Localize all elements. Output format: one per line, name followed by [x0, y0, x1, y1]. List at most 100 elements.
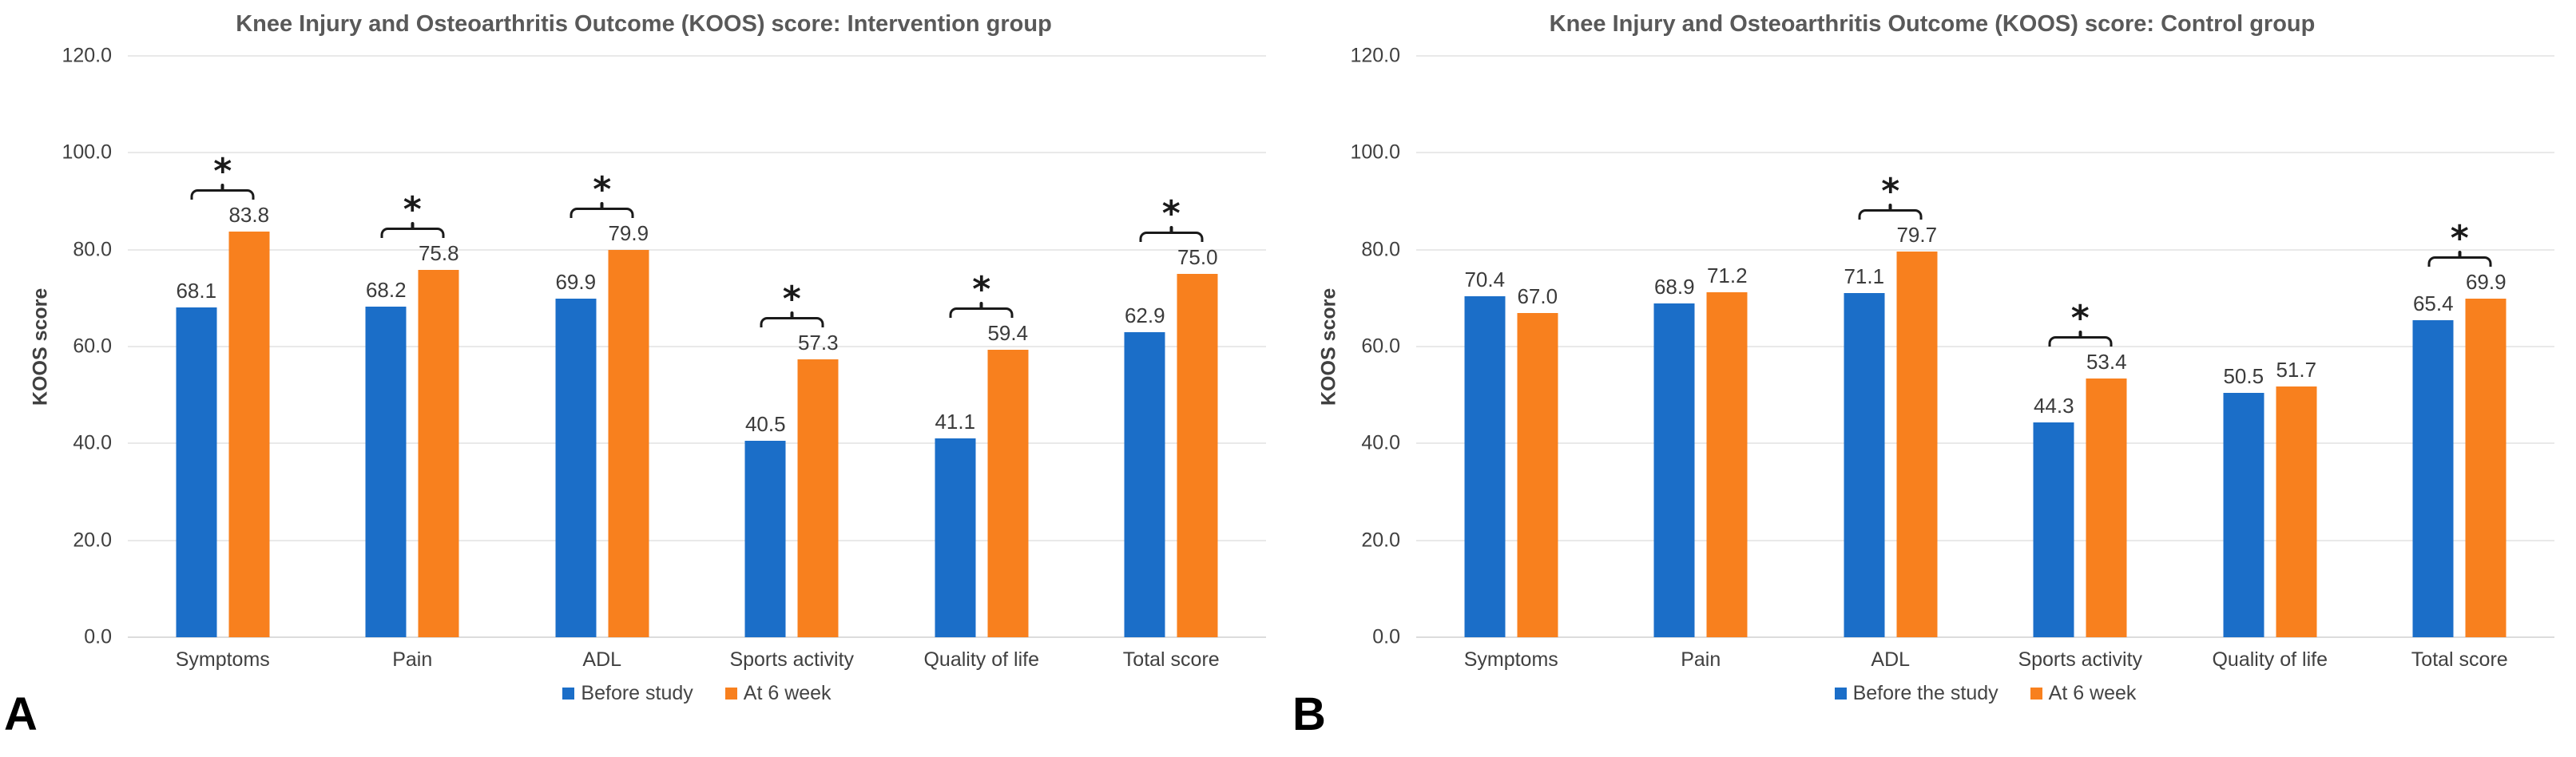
- gridline: [1416, 152, 2554, 154]
- bar-value-label: 83.8: [228, 202, 270, 227]
- bar-at-6-week: [2276, 386, 2317, 637]
- legend-color-swatch: [562, 688, 575, 700]
- bar-value-label: 71.2: [1706, 264, 1748, 288]
- bar-at-6-week: [418, 270, 459, 637]
- y-tick-label: 20.0: [1361, 529, 1400, 552]
- gridline: [128, 55, 1266, 57]
- bar-value-label: 50.5: [2223, 363, 2264, 388]
- x-category-label: Sports activity: [729, 648, 855, 671]
- x-category-label: Total score: [2411, 648, 2508, 671]
- bar-pair: 62.9 75.0 *: [1124, 56, 1218, 637]
- bar-before: [1653, 303, 1695, 637]
- gridline: [128, 248, 1266, 251]
- legend-item: Before study: [562, 682, 693, 705]
- bar-before: [176, 307, 217, 637]
- y-tick-label: 20.0: [73, 529, 112, 552]
- bar-pair: 69.9 79.9 *: [555, 56, 649, 637]
- bar-at-6-week: [987, 349, 1029, 637]
- bar-pair: 44.3 53.4 *: [2033, 56, 2127, 637]
- significance-asterisk: *: [593, 169, 612, 211]
- y-axis-tick-labels: 0.0 20.0 40.0 60.0 80.0 100.0 120.0: [0, 45, 118, 648]
- significance-brace-nub: [411, 222, 415, 231]
- bar-before: [744, 441, 786, 637]
- bar-pair: 50.5 51.7: [2223, 56, 2317, 637]
- category-group: 50.5 51.7: [2175, 56, 2365, 637]
- bar-value-label: 68.2: [365, 278, 407, 303]
- bar-at-6-week: [228, 231, 270, 637]
- bar-value-label: 71.1: [1844, 264, 1885, 288]
- bar-value-label: 69.9: [555, 269, 597, 294]
- category-group: 68.9 71.2: [1606, 56, 1796, 637]
- significance-brace: [380, 222, 445, 239]
- category-group: 40.5 57.3 *: [697, 56, 887, 637]
- significance-annotation: *: [949, 271, 1014, 318]
- bar-pair: 70.4 67.0: [1464, 56, 1558, 637]
- significance-asterisk: *: [2070, 298, 2090, 339]
- legend-color-swatch: [724, 688, 737, 700]
- y-tick-label: 40.0: [1361, 431, 1400, 454]
- significance-annotation: *: [380, 189, 445, 239]
- y-tick-label: 80.0: [73, 238, 112, 261]
- legend-item: Before the study: [1834, 682, 1998, 705]
- gridline: [128, 636, 1266, 638]
- category-group: 41.1 59.4 *: [887, 56, 1077, 637]
- panel-letter: A: [4, 688, 38, 740]
- plot-area: 68.1 83.8 * 68.2 75.8 * 69.9 79.9 * 40.5 57.3 * 41.1…: [128, 55, 1266, 638]
- gridline: [128, 442, 1266, 445]
- y-tick-label: 100.0: [1350, 141, 1400, 164]
- x-category-label: Symptoms: [175, 648, 270, 671]
- gridline: [128, 152, 1266, 154]
- bar-before: [1464, 295, 1506, 637]
- bar-before: [2033, 422, 2074, 637]
- bar-groups: 68.1 83.8 * 68.2 75.8 * 69.9 79.9 * 40.5 57.3 * 41.1…: [128, 56, 1266, 637]
- panel-intervention-group: Knee Injury and Osteoarthritis Outcome (…: [0, 11, 1266, 740]
- x-category-label: Quality of life: [923, 648, 1039, 671]
- x-axis-category-labels: Symptoms Pain ADL Sports activity Quality of…: [128, 648, 1266, 672]
- significance-asterisk: *: [403, 189, 422, 231]
- significance-brace: [2427, 250, 2492, 267]
- legend-label: Before study: [581, 682, 693, 704]
- category-group: 70.4 67.0: [1416, 56, 1606, 637]
- bar-before: [1124, 332, 1165, 637]
- legend-color-swatch: [2030, 688, 2042, 700]
- significance-brace-nub: [1888, 203, 1892, 212]
- x-category-label: Sports activity: [2018, 648, 2143, 671]
- y-tick-label: 80.0: [1361, 238, 1400, 261]
- bar-value-label: 51.7: [2276, 358, 2317, 382]
- bar-before: [1844, 292, 1885, 637]
- bar-value-label: 70.4: [1464, 267, 1506, 291]
- bar-value-label: 79.7: [1896, 222, 1938, 247]
- y-tick-label: 60.0: [1361, 335, 1400, 358]
- gridline: [1416, 55, 2554, 57]
- legend-label: At 6 week: [743, 682, 832, 704]
- bar-pair: 68.1 83.8 *: [176, 56, 270, 637]
- bar-value-label: 57.3: [797, 331, 839, 355]
- bar-value-label: 62.9: [1124, 303, 1165, 328]
- bar-value-label: 67.0: [1517, 283, 1558, 308]
- significance-asterisk: *: [1881, 170, 1900, 212]
- legend-label: At 6 week: [2048, 682, 2137, 704]
- bar-before: [555, 298, 597, 637]
- y-tick-label: 120.0: [1350, 44, 1400, 67]
- chart-title: Knee Injury and Osteoarthritis Outcome (…: [1549, 11, 2316, 37]
- panel-control-group: Knee Injury and Osteoarthritis Outcome (…: [1288, 0, 2576, 757]
- gridline: [128, 539, 1266, 541]
- significance-brace-nub: [600, 202, 604, 211]
- category-group: 62.9 75.0 *: [1077, 56, 1267, 637]
- bar-pair: 40.5 57.3 *: [744, 56, 839, 637]
- significance-brace: [190, 183, 255, 200]
- significance-brace-nub: [790, 311, 794, 320]
- significance-brace-nub: [1169, 226, 1173, 234]
- category-group: 68.2 75.8 *: [318, 56, 508, 637]
- legend-item: At 6 week: [724, 682, 832, 705]
- bar-value-label: 75.0: [1177, 245, 1218, 269]
- significance-asterisk: *: [1161, 193, 1181, 234]
- legend-label: Before the study: [1852, 682, 1998, 704]
- significance-brace: [949, 301, 1014, 318]
- bar-at-6-week: [1706, 292, 1748, 637]
- significance-asterisk: *: [782, 279, 801, 320]
- significance-annotation: *: [1858, 170, 1923, 220]
- y-tick-label: 0.0: [84, 625, 112, 648]
- bar-pair: 65.4 69.9 *: [2412, 56, 2507, 637]
- bar-before: [2223, 392, 2264, 637]
